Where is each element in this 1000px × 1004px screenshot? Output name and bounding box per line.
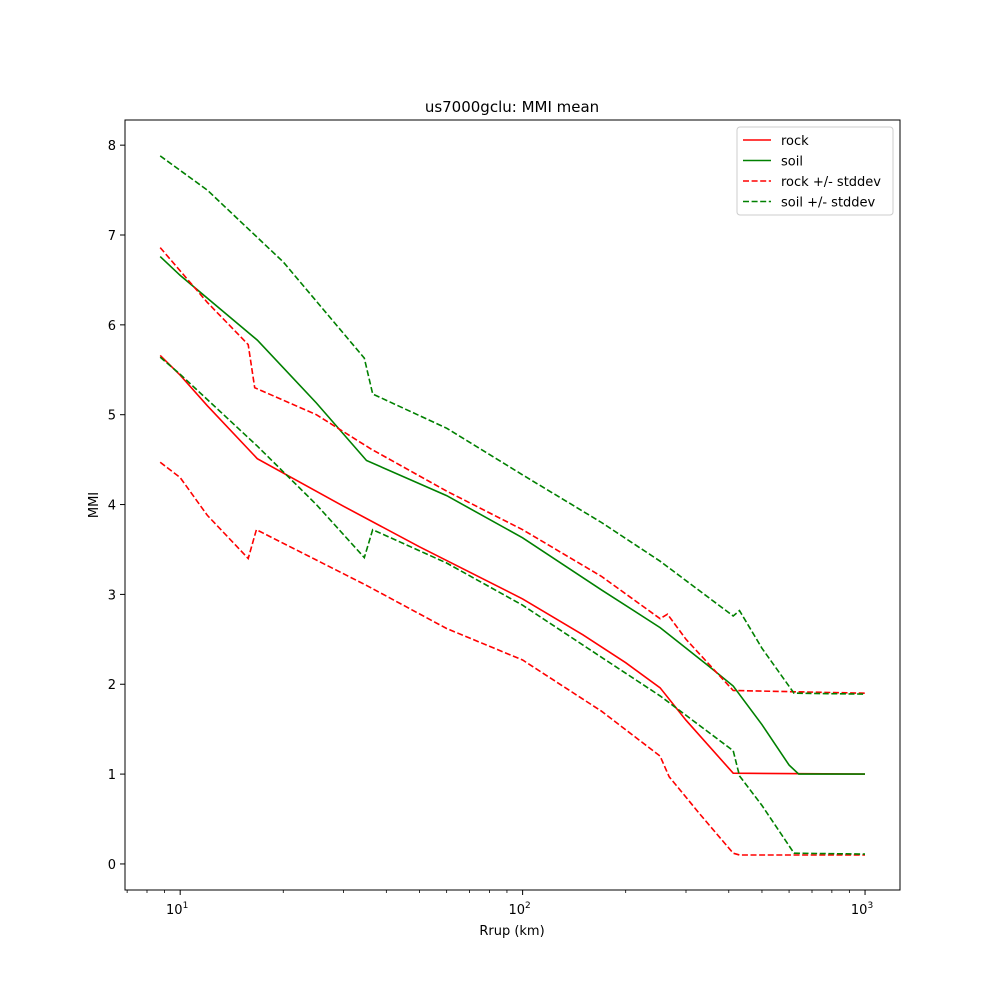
legend: rock soil rock +/- stddev soil +/- stddev <box>736 126 894 216</box>
x-tick-label: 101 <box>166 901 188 918</box>
y-tick-label: 3 <box>108 588 116 603</box>
chart-title: us7000gclu: MMI mean <box>425 98 599 116</box>
legend-box <box>736 126 894 216</box>
y-tick-label: 2 <box>108 678 116 693</box>
y-tick-label: 5 <box>108 409 116 424</box>
x-tick-base: 10 <box>508 903 525 918</box>
y-tick-label: 4 <box>108 499 116 514</box>
series-line-rock-stddev <box>159 247 866 694</box>
y-tick-label: 1 <box>108 768 116 783</box>
series-line-rock-stddev <box>159 461 865 856</box>
legend-label: soil +/- stddev <box>781 196 876 211</box>
series-line-soil <box>159 256 865 775</box>
legend-label: rock <box>781 134 809 149</box>
x-tick-exponent: 1 <box>183 901 189 911</box>
y-axis-label: MMI <box>87 492 102 518</box>
series-line-soil-stddev <box>159 155 866 695</box>
y-tick-label: 8 <box>108 139 116 154</box>
x-tick-base: 10 <box>851 903 868 918</box>
x-tick-exponent: 3 <box>867 901 873 911</box>
x-tick-exponent: 2 <box>525 901 531 911</box>
plot-frame <box>124 119 901 891</box>
y-tick-label: 6 <box>108 319 116 334</box>
series-line-rock <box>159 354 866 775</box>
y-tick-label: 7 <box>108 229 116 244</box>
x-tick-label: 102 <box>508 901 530 918</box>
plot-lines <box>159 155 866 856</box>
legend-label: rock +/- stddev <box>781 175 881 190</box>
y-tick-label: 0 <box>108 858 116 873</box>
x-axis-label: Rrup (km) <box>479 924 544 939</box>
x-tick-base: 10 <box>166 903 183 918</box>
legend-label: soil <box>781 155 803 170</box>
x-tick-label: 103 <box>851 901 873 918</box>
series-line-soil-stddev <box>159 356 866 855</box>
